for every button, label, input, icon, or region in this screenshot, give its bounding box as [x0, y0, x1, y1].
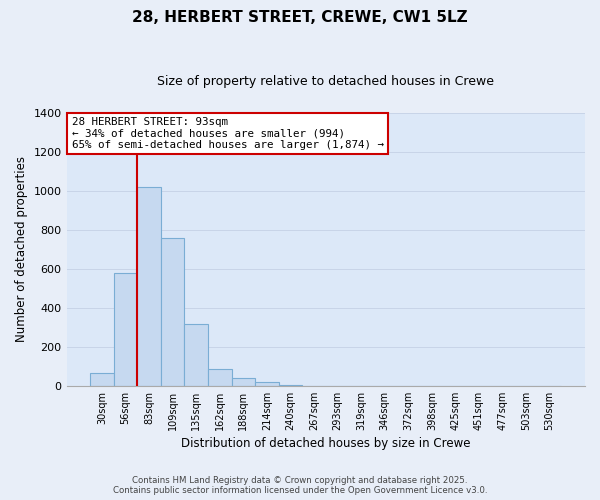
Text: Contains HM Land Registry data © Crown copyright and database right 2025.
Contai: Contains HM Land Registry data © Crown c… [113, 476, 487, 495]
Bar [278, 385, 302, 386]
Y-axis label: Number of detached properties: Number of detached properties [15, 156, 28, 342]
Bar [90, 373, 113, 386]
Text: 28 HERBERT STREET: 93sqm
← 34% of detached houses are smaller (994)
65% of semi-: 28 HERBERT STREET: 93sqm ← 34% of detach… [72, 117, 384, 150]
Text: 28, HERBERT STREET, CREWE, CW1 5LZ: 28, HERBERT STREET, CREWE, CW1 5LZ [132, 10, 468, 25]
Bar [113, 272, 137, 386]
X-axis label: Distribution of detached houses by size in Crewe: Distribution of detached houses by size … [181, 437, 470, 450]
Bar [184, 324, 208, 386]
Title: Size of property relative to detached houses in Crewe: Size of property relative to detached ho… [157, 75, 494, 88]
Bar [232, 378, 255, 386]
Bar [255, 382, 278, 386]
Bar [137, 187, 161, 386]
Bar [208, 369, 232, 386]
Bar [161, 238, 184, 386]
